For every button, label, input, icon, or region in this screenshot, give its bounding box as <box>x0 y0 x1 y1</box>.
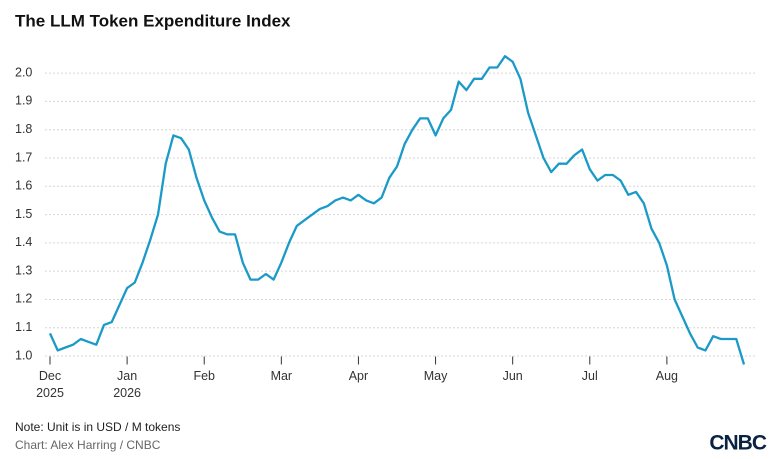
y-tick-label: 1.9 <box>15 94 32 108</box>
x-tick-label: Apr <box>349 369 368 383</box>
y-tick-label: 1.1 <box>15 320 32 334</box>
y-tick-label: 2.0 <box>15 65 32 79</box>
data-line <box>48 55 746 365</box>
x-tick-label: Mar <box>271 369 293 383</box>
x-year-label: 2026 <box>113 386 141 400</box>
x-tick-label: Aug <box>656 369 678 383</box>
x-tick-label: Jun <box>503 369 523 383</box>
y-tick-label: 1.2 <box>15 292 32 306</box>
note: Note: Unit is in USD / M tokens <box>15 420 180 434</box>
y-tick-label: 1.4 <box>15 235 32 249</box>
y-tick-label: 1.6 <box>15 179 32 193</box>
y-tick-label: 1.5 <box>15 207 32 221</box>
y-tick-label: 1.3 <box>15 263 32 277</box>
y-tick-label: 1.7 <box>15 150 32 164</box>
source: Chart: Alex Harring / CNBC <box>15 438 161 452</box>
x-tick-label: Dec <box>39 369 61 383</box>
logo: CNBC <box>709 432 766 455</box>
x-tick-label: Jul <box>582 369 598 383</box>
y-tick-label: 1.8 <box>15 122 32 136</box>
y-tick-label: 1.0 <box>15 348 32 362</box>
x-year-label: 2025 <box>36 386 64 400</box>
x-tick-label: May <box>424 369 448 383</box>
x-tick-label: Jan <box>117 369 137 383</box>
x-tick-label: Feb <box>193 369 215 383</box>
chart-title: The LLM Token Expenditure Index <box>15 11 291 30</box>
